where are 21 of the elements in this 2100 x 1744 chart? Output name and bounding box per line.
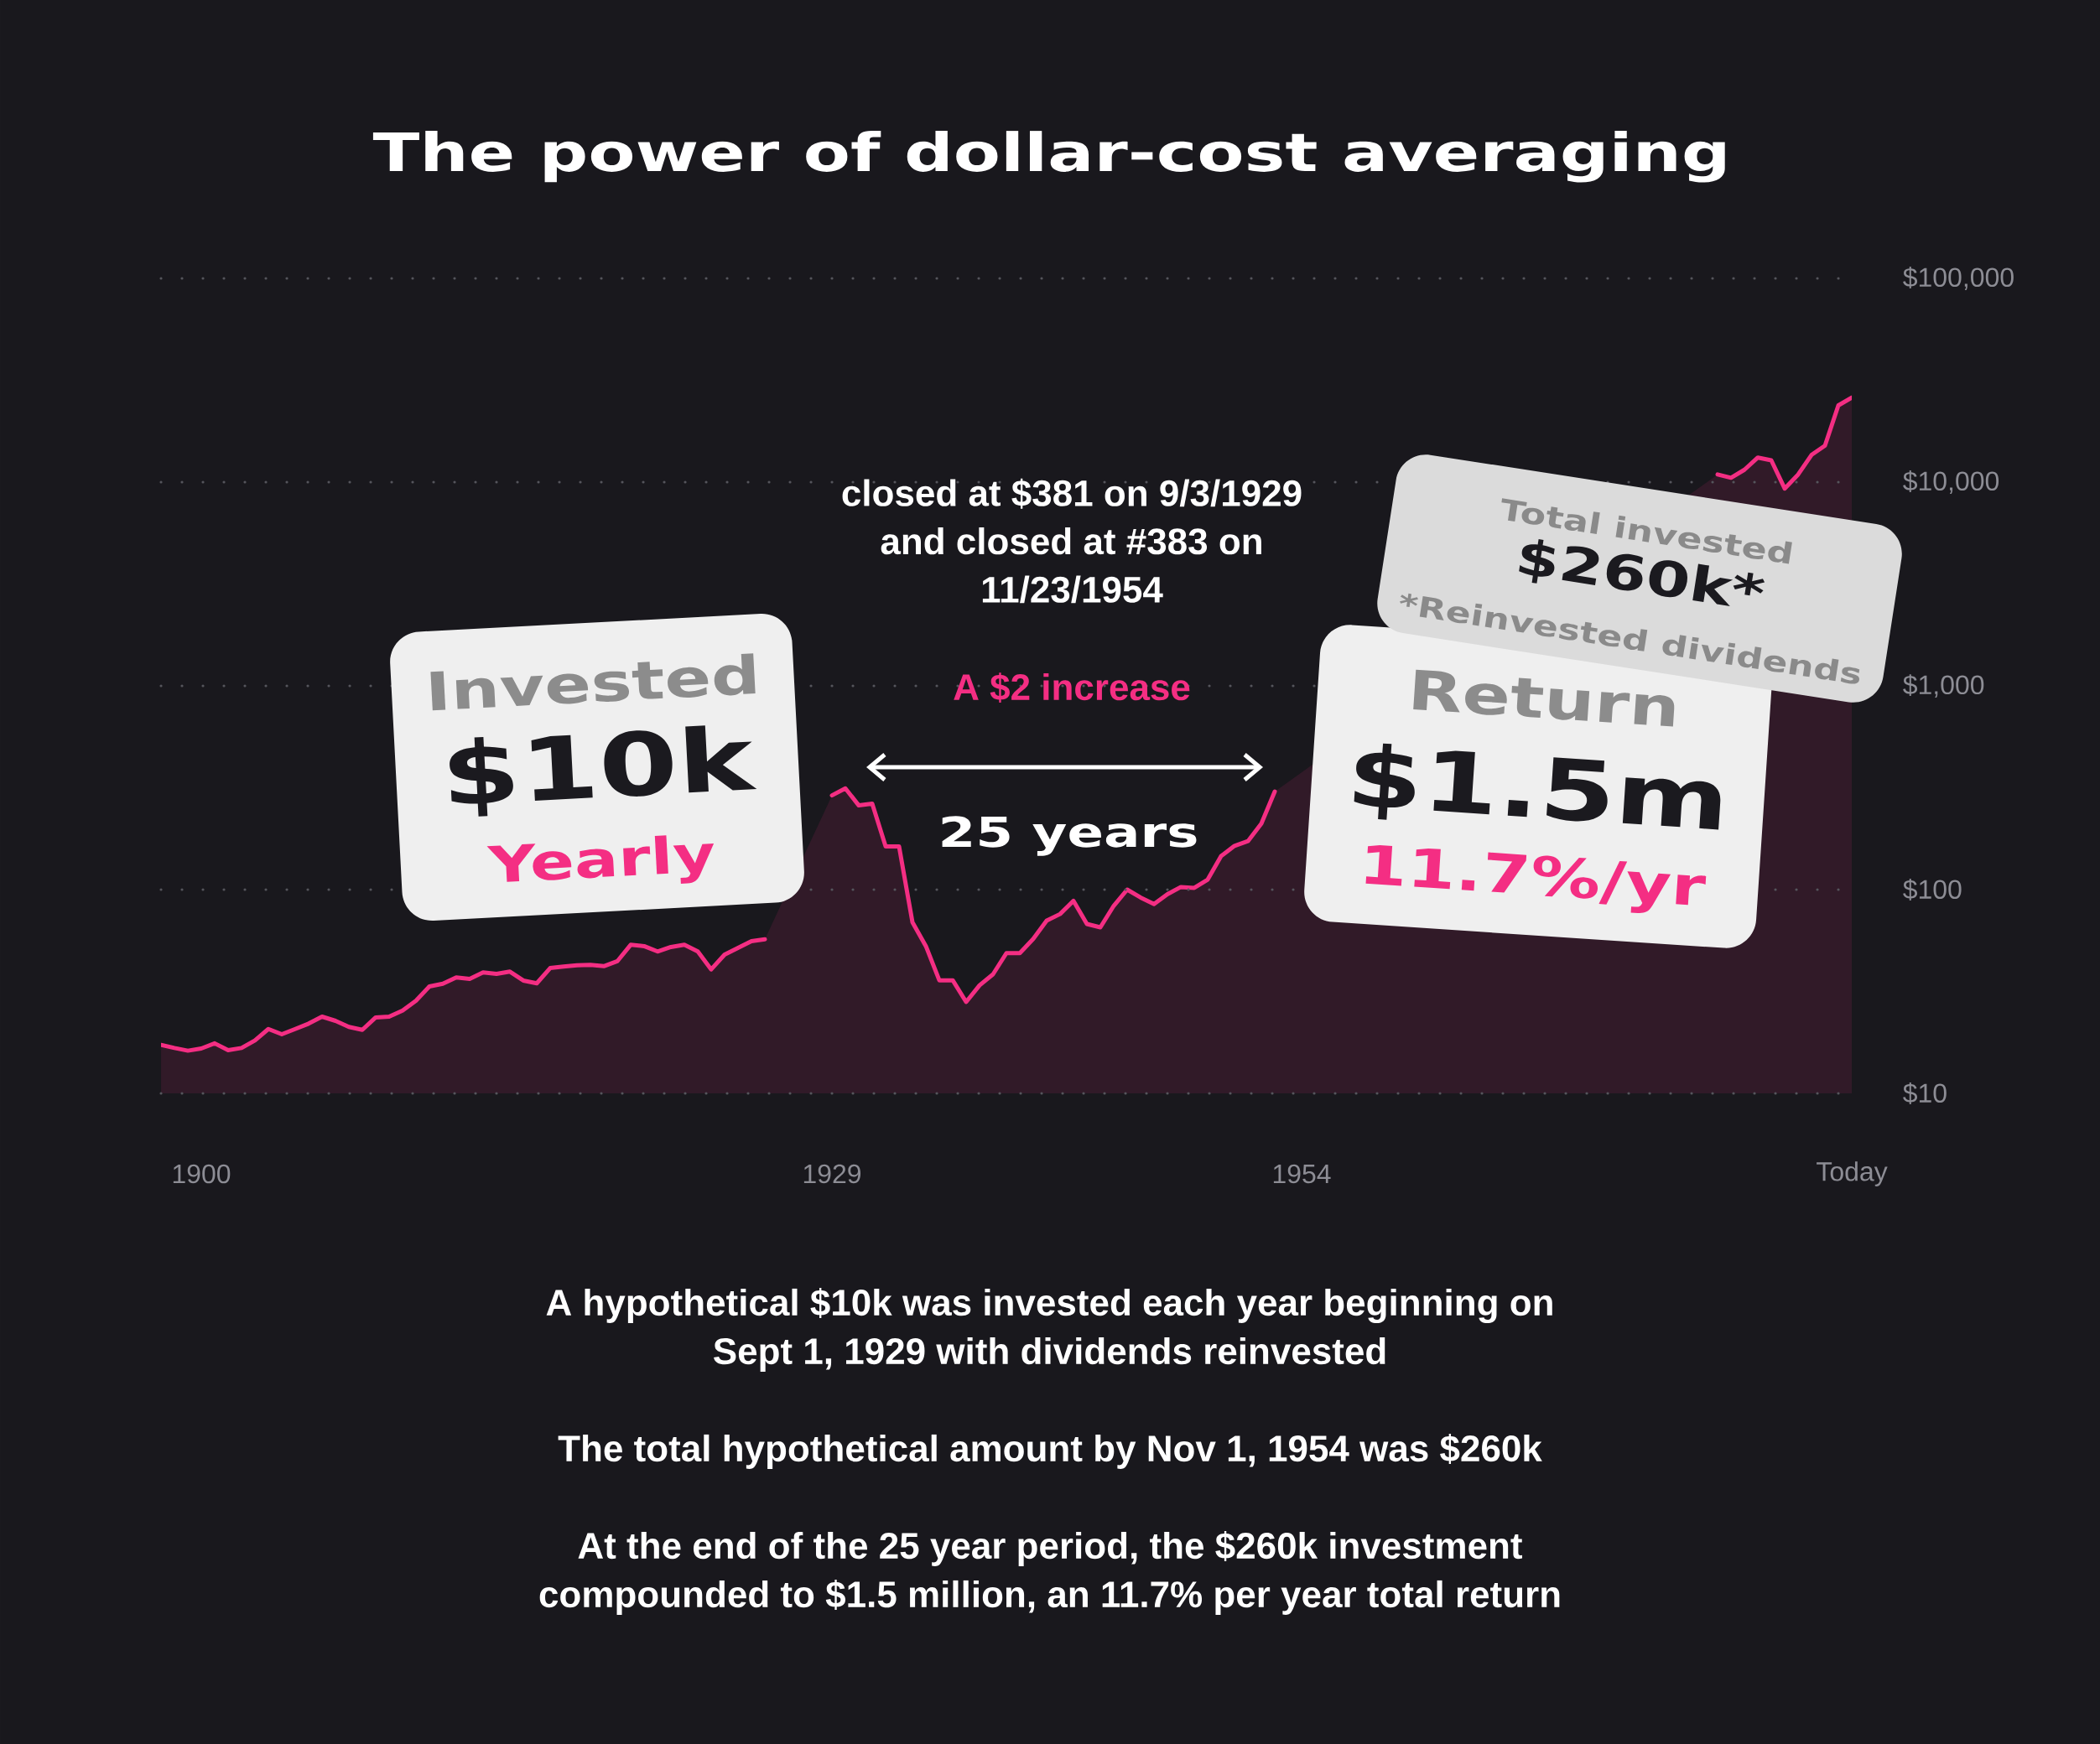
- annotation: $1.5m: [1354, 743, 1721, 830]
- y-tick-label: $100: [1903, 879, 1962, 901]
- y-tick-label: $10,000: [1903, 470, 1999, 494]
- y-tick-label: $100,000: [1903, 267, 2014, 290]
- annotation: closed at $381 on 9/3/1929 and closed at #383 on 11/23/1954: [842, 478, 1302, 604]
- x-tick-label: 1929: [803, 1164, 861, 1184]
- text: At the end of the 25 year period, the $260k investment compounded to $1.5 million, an 11.7% per year total return: [539, 1531, 1560, 1615]
- annotation: 11.7%/yr: [1365, 845, 1707, 914]
- annotation: Yearly: [486, 835, 715, 884]
- annotation: 25 years: [942, 816, 1197, 856]
- annotation: $10k: [450, 725, 757, 817]
- text: A hypothetical $10k was invested each year beginning on Sept 1, 1929 with dividends reinvested: [546, 1288, 1552, 1372]
- annotation: A $2 increase: [954, 672, 1190, 703]
- text: The total hypothetical amount by Nov 1, 1954 was $260k: [558, 1434, 1542, 1469]
- annotation: Invested: [430, 653, 756, 711]
- chart-title: The power of dollar-cost averaging: [372, 131, 1725, 183]
- x-tick-label: 1900: [173, 1164, 231, 1184]
- x-tick-label: 1954: [1273, 1164, 1331, 1184]
- y-tick-label: $1,000: [1903, 674, 1984, 698]
- y-tick-label: $10: [1903, 1082, 1947, 1104]
- x-tick-label: Today: [1817, 1161, 1888, 1186]
